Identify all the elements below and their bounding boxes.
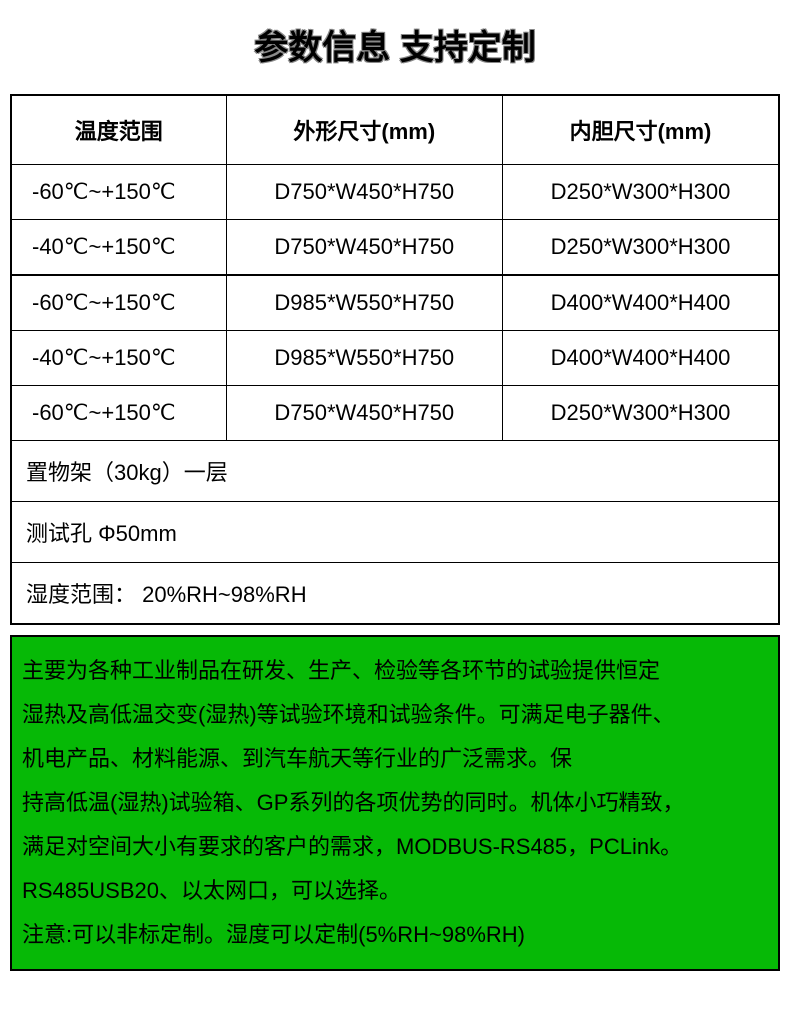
cell-temp: -40℃~+150℃ xyxy=(11,331,226,386)
cell-inner: D400*W400*H400 xyxy=(503,275,780,331)
cell-outer: D750*W450*H750 xyxy=(226,386,502,441)
table-header-row: 温度范围 外形尺寸(mm) 内胆尺寸(mm) xyxy=(11,95,779,165)
table-row: -40℃~+150℃ D750*W450*H750 D250*W300*H300 xyxy=(11,220,779,276)
cell-shelf: 置物架（30kg）一层 xyxy=(11,441,779,502)
cell-temp: -60℃~+150℃ xyxy=(11,275,226,331)
page-title: 参数信息 支持定制 xyxy=(10,20,780,69)
header-temp: 温度范围 xyxy=(11,95,226,165)
table-full-row: 置物架（30kg）一层 xyxy=(11,441,779,502)
table-row: -60℃~+150℃ D750*W450*H750 D250*W300*H300 xyxy=(11,386,779,441)
desc-line: 主要为各种工业制品在研发、生产、检验等各环节的试验提供恒定 xyxy=(22,649,768,693)
cell-outer: D985*W550*H750 xyxy=(226,331,502,386)
cell-outer: D750*W450*H750 xyxy=(226,165,502,220)
table-row: -40℃~+150℃ D985*W550*H750 D400*W400*H400 xyxy=(11,331,779,386)
desc-line: 注意:可以非标定制。湿度可以定制(5%RH~98%RH) xyxy=(22,913,768,957)
cell-inner: D250*W300*H300 xyxy=(503,386,780,441)
description-box: 主要为各种工业制品在研发、生产、检验等各环节的试验提供恒定 湿热及高低温交变(湿… xyxy=(10,635,780,971)
cell-humidity: 湿度范围： 20%RH~98%RH xyxy=(11,563,779,625)
desc-line: RS485USB20、以太网口，可以选择。 xyxy=(22,869,768,913)
header-inner: 内胆尺寸(mm) xyxy=(503,95,780,165)
table-row: -60℃~+150℃ D985*W550*H750 D400*W400*H400 xyxy=(11,275,779,331)
cell-testhole: 测试孔 Φ50mm xyxy=(11,502,779,563)
cell-inner: D400*W400*H400 xyxy=(503,331,780,386)
table-row: -60℃~+150℃ D750*W450*H750 D250*W300*H300 xyxy=(11,165,779,220)
cell-outer: D985*W550*H750 xyxy=(226,275,502,331)
desc-line: 湿热及高低温交变(湿热)等试验环境和试验条件。可满足电子器件、 xyxy=(22,693,768,737)
table-full-row: 湿度范围： 20%RH~98%RH xyxy=(11,563,779,625)
table-full-row: 测试孔 Φ50mm xyxy=(11,502,779,563)
desc-line: 持高低温(湿热)试验箱、GP系列的各项优势的同时。机体小巧精致， xyxy=(22,781,768,825)
cell-outer: D750*W450*H750 xyxy=(226,220,502,276)
cell-temp: -60℃~+150℃ xyxy=(11,386,226,441)
spec-table: 温度范围 外形尺寸(mm) 内胆尺寸(mm) -60℃~+150℃ D750*W… xyxy=(10,94,780,625)
cell-temp: -40℃~+150℃ xyxy=(11,220,226,276)
desc-line: 机电产品、材料能源、到汽车航天等行业的广泛需求。保 xyxy=(22,737,768,781)
cell-inner: D250*W300*H300 xyxy=(503,165,780,220)
cell-inner: D250*W300*H300 xyxy=(503,220,780,276)
header-outer: 外形尺寸(mm) xyxy=(226,95,502,165)
cell-temp: -60℃~+150℃ xyxy=(11,165,226,220)
desc-line: 满足对空间大小有要求的客户的需求，MODBUS-RS485，PCLink。 xyxy=(22,825,768,869)
